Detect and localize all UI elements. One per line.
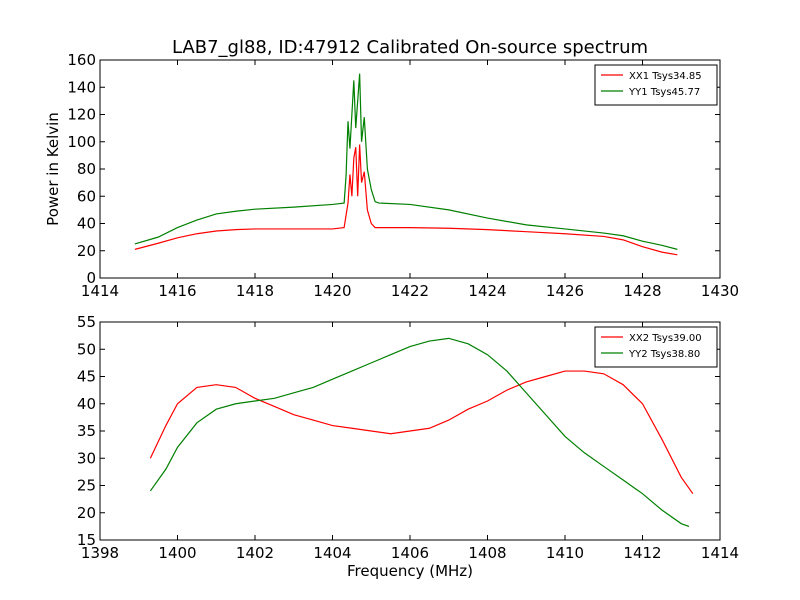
y-tick-label: 120 bbox=[67, 106, 96, 124]
bottom-subplot: 1398 1400 1402 1404 1406 1408 1410 1412 1414 15 20… bbox=[77, 313, 739, 580]
y-tick-label: 50 bbox=[77, 340, 96, 358]
x-tick-label: 1426 bbox=[546, 282, 584, 300]
y-tick-label: 60 bbox=[77, 187, 96, 205]
y-tick-label: 20 bbox=[77, 504, 96, 522]
x-tick-label: 1428 bbox=[623, 282, 661, 300]
x-tick-label: 1414 bbox=[701, 544, 739, 562]
x-tick-label: 1430 bbox=[701, 282, 739, 300]
series-line-2 bbox=[149, 337, 690, 527]
y-tick-label: 30 bbox=[77, 449, 96, 467]
legend: XX1 Tsys34.85 YY1 Tsys45.77 bbox=[594, 64, 718, 106]
y-tick-label: 45 bbox=[77, 368, 96, 386]
legend-entry: XX1 Tsys34.85 bbox=[629, 71, 702, 82]
x-tick-label: 1412 bbox=[623, 544, 661, 562]
top-subplot: 1414 1416 1418 1420 1422 1424 1426 1428 1430 0 20 4… bbox=[44, 51, 739, 300]
y-tick-label: 40 bbox=[77, 215, 96, 233]
series-line-2 bbox=[134, 73, 678, 250]
y-tick-label: 100 bbox=[67, 133, 96, 151]
series-line-1 bbox=[134, 144, 678, 256]
y-tick-label: 35 bbox=[77, 422, 96, 440]
x-axis-label: Frequency (MHz) bbox=[347, 562, 473, 580]
legend-entry: YY1 Tsys45.77 bbox=[628, 87, 700, 98]
y-tick-label: 80 bbox=[77, 160, 96, 178]
legend-box bbox=[594, 326, 718, 368]
legend: XX2 Tsys39.00 YY2 Tsys38.80 bbox=[594, 326, 718, 368]
x-tick-label: 1400 bbox=[158, 544, 196, 562]
x-tick-label: 1404 bbox=[313, 544, 351, 562]
y-tick-label: 140 bbox=[67, 78, 96, 96]
y-tick-label: 25 bbox=[77, 477, 96, 495]
y-axis-label: Power in Kelvin bbox=[44, 112, 62, 226]
y-tick-label: 40 bbox=[77, 395, 96, 413]
legend-box bbox=[594, 64, 718, 106]
x-tick-label: 1408 bbox=[468, 544, 506, 562]
y-tick-label: 15 bbox=[77, 531, 96, 549]
series-line-1 bbox=[149, 370, 694, 495]
x-tick-label: 1420 bbox=[313, 282, 351, 300]
x-tick-label: 1410 bbox=[546, 544, 584, 562]
x-tick-label: 1402 bbox=[236, 544, 274, 562]
legend-entry: XX2 Tsys39.00 bbox=[629, 333, 702, 344]
x-tick-label: 1416 bbox=[158, 282, 196, 300]
x-tick-label: 1414 bbox=[81, 282, 119, 300]
x-tick-label: 1422 bbox=[391, 282, 429, 300]
x-tick-label: 1398 bbox=[81, 544, 119, 562]
x-tick-label: 1424 bbox=[468, 282, 506, 300]
y-tick-label: 55 bbox=[77, 313, 96, 331]
y-tick-label: 160 bbox=[67, 51, 96, 69]
y-tick-label: 20 bbox=[77, 242, 96, 260]
legend-entry: YY2 Tsys38.80 bbox=[628, 349, 700, 360]
chart-title: LAB7_gl88, ID:47912 Calibrated On-source… bbox=[172, 37, 648, 58]
x-tick-label: 1418 bbox=[236, 282, 274, 300]
y-tick-label: 0 bbox=[86, 269, 96, 287]
x-tick-label: 1406 bbox=[391, 544, 429, 562]
